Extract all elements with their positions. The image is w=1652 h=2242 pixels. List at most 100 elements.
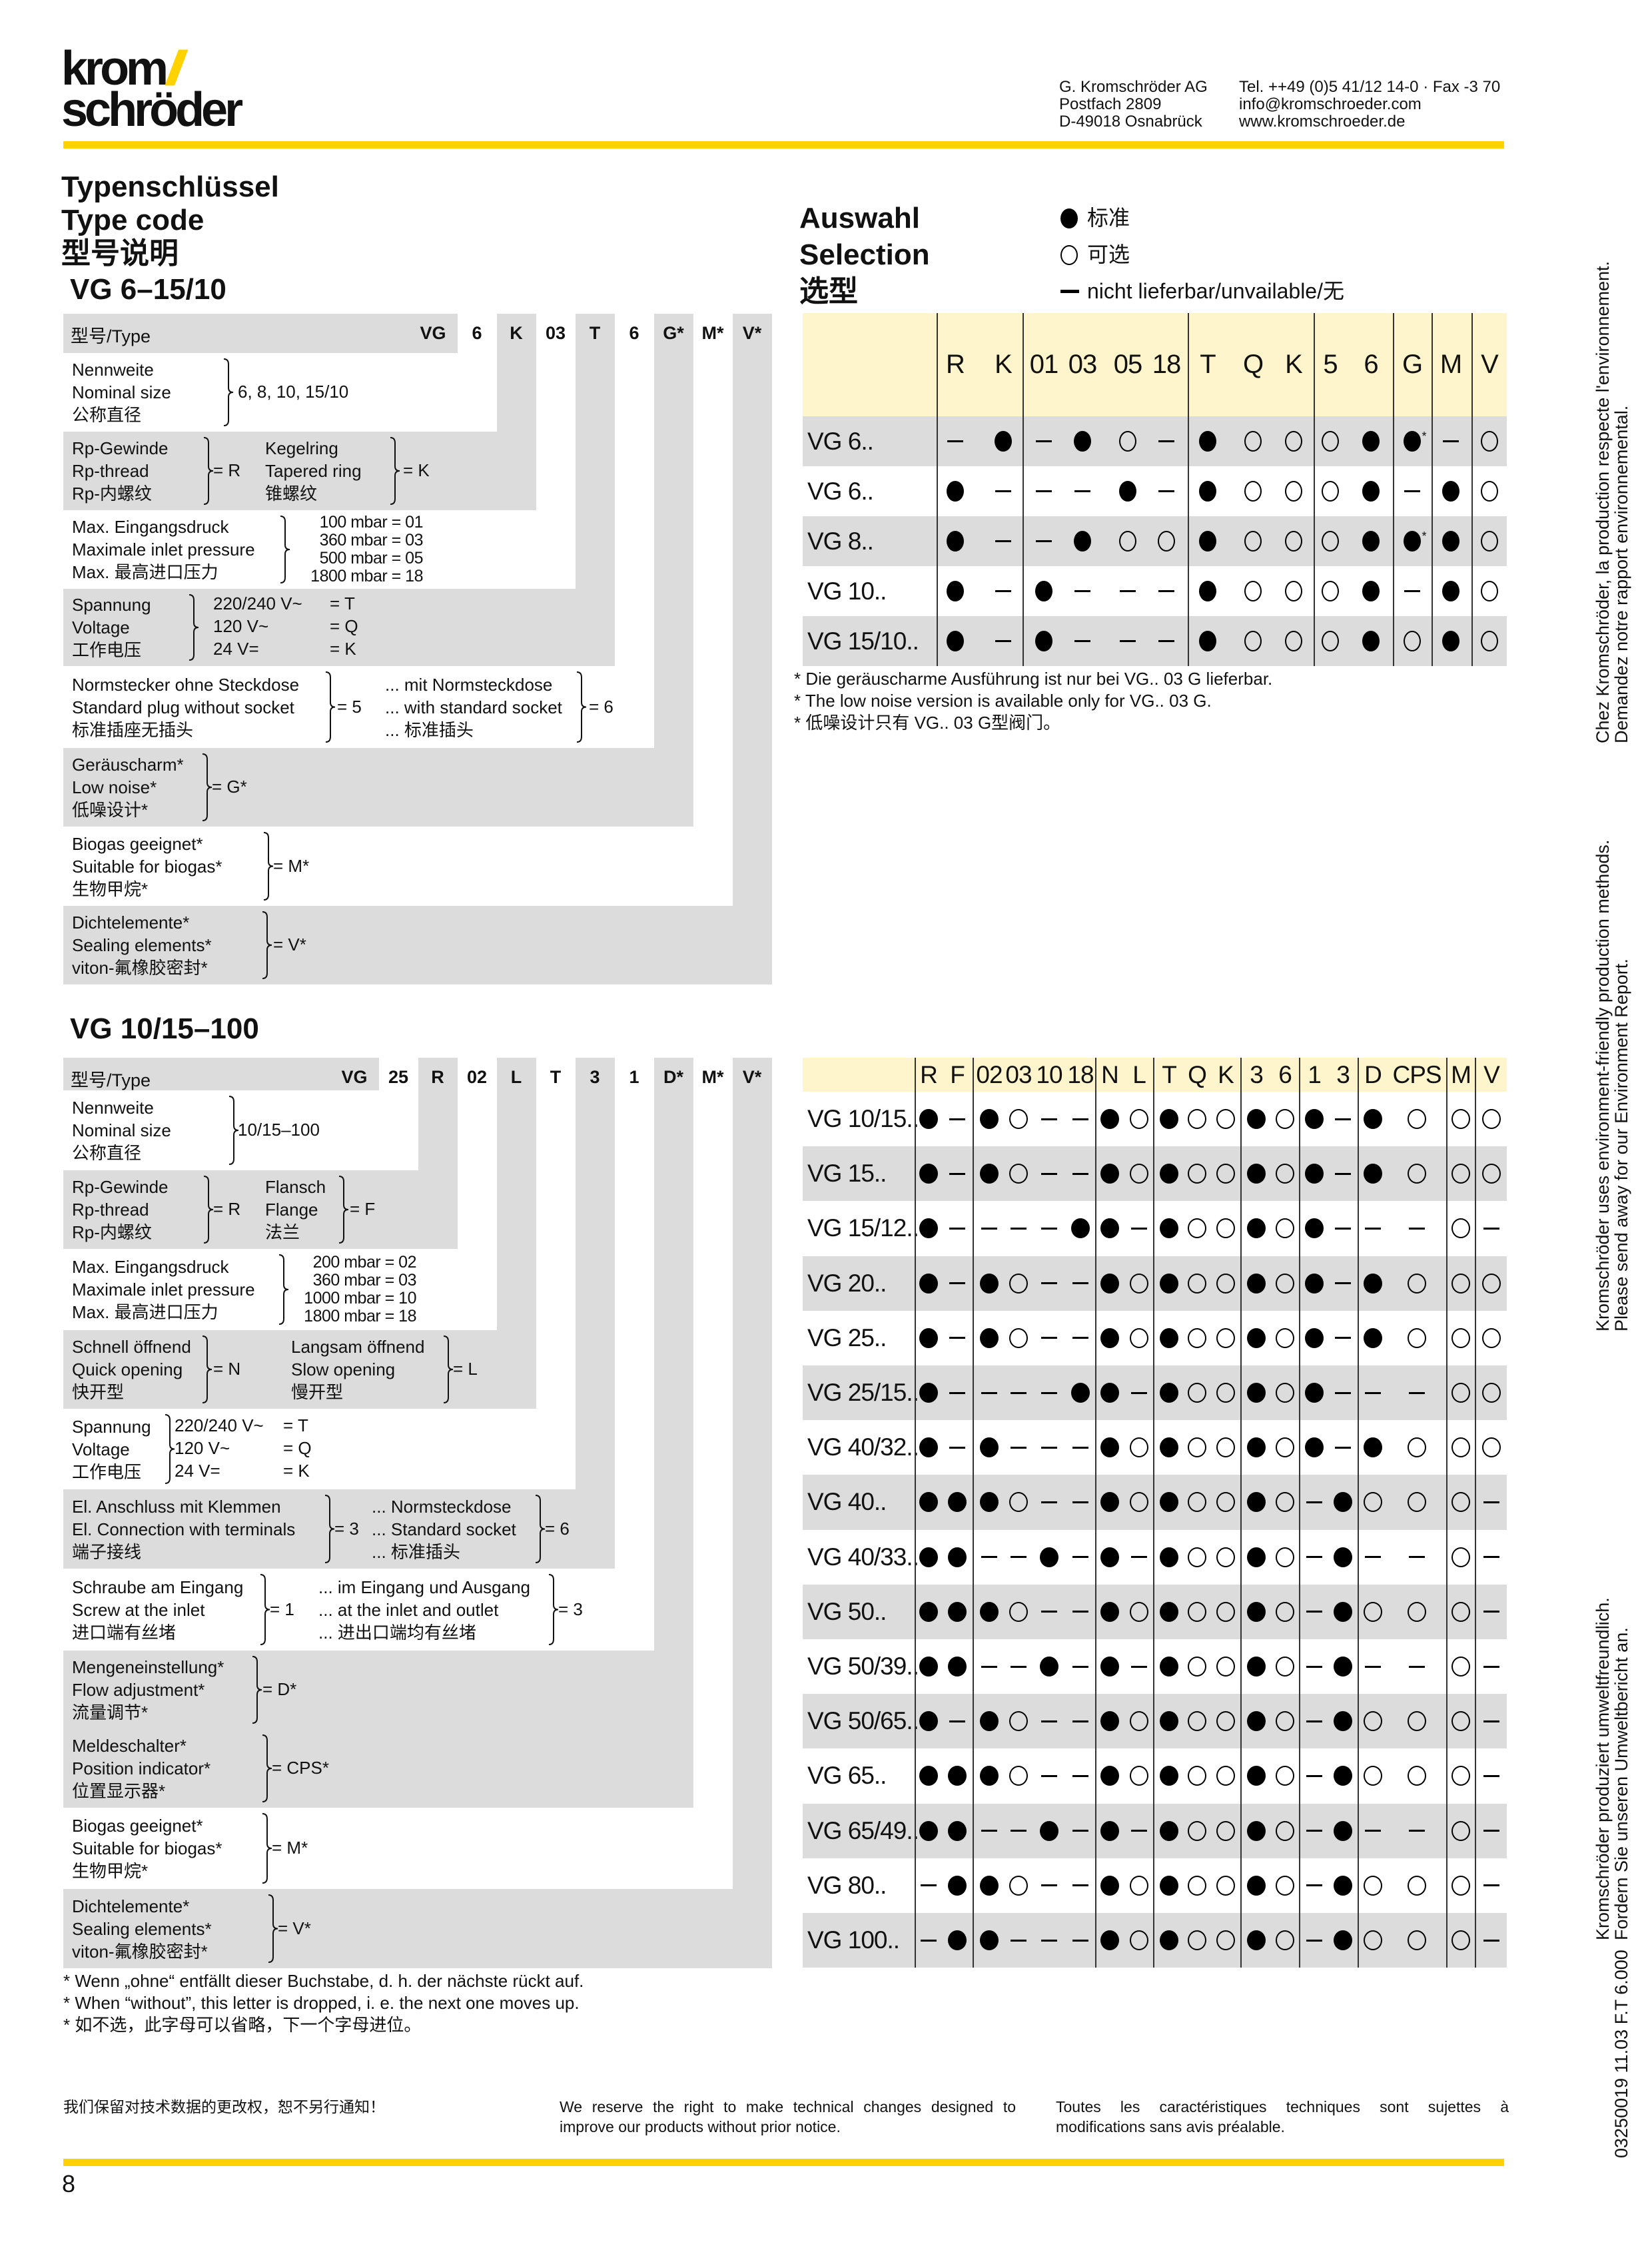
brace-icon [262,1734,272,1802]
availability-cell [976,1311,1003,1365]
availability-cell [1005,1475,1032,1529]
type-code-row: Biogas geeignet* Suitable for biogas* 生物甲烷… [63,1808,733,1889]
availability-cell [1184,1092,1210,1146]
voltage-value: 120 V~ [175,1437,230,1458]
filled-circle-icon [1247,1492,1266,1513]
dash-icon [1120,590,1136,592]
type-header-bar [63,314,458,353]
website-link[interactable]: www.kromschroeder.de [1239,113,1406,131]
availability-cell [1156,1146,1182,1201]
column-group-divider [1432,313,1433,666]
filled-circle-icon [980,1164,999,1184]
dash-icon [1306,1774,1322,1777]
availability-cell [1194,516,1221,566]
column-header: T [1200,350,1216,379]
title-zh: 型号说明 [61,237,179,270]
company-address: G. Kromschröder AG Postfach 2809 D-49018… [1059,79,1208,131]
pressure-option: 1800 mbar = 18 [304,1307,416,1325]
column-header: 6 [1278,1060,1292,1088]
open-circle-icon [1216,1711,1235,1732]
option-description: Nennweite Nominal size 公称直径 [72,1096,171,1164]
open-circle-icon [1244,431,1262,452]
description-line: Maximale inlet pressure [72,1280,255,1300]
availability-cell [1478,1365,1505,1420]
type-code-letter: 1 [629,1067,639,1087]
description-line: Rp-thread [72,461,149,481]
description-line: Nennweite [72,360,154,380]
availability-cell [1330,1092,1356,1146]
availability-cell [1126,1858,1152,1913]
open-circle-icon [1119,431,1136,452]
description-line: ... 标准插头 [372,1541,460,1562]
filled-circle-icon [980,1327,999,1348]
description-line: Nennweite [72,1098,154,1118]
availability-cell [1096,1585,1123,1639]
availability-cell [1360,1311,1386,1365]
open-circle-icon [1188,1492,1206,1513]
option-code-value: = N [213,1359,241,1379]
availability-cell [1126,1475,1152,1529]
filled-circle-icon [948,1492,967,1513]
doc-code-text: 03250019 11.03 F.T 6.000 [1611,1950,1631,2158]
dash-icon [949,1227,965,1230]
availability-cell [976,1639,1003,1694]
availability-cell [1360,1694,1386,1748]
open-circle-icon [1276,1875,1294,1896]
dash-icon [1072,1939,1088,1942]
availability-cell [1243,1585,1270,1639]
open-circle-icon [1009,1492,1028,1513]
open-circle-icon [1216,1273,1235,1294]
description-line: Max. Eingangsdruck [72,1257,229,1277]
side-note-de: Kromschröder produziert umweltfreundlich… [1593,1581,1631,1940]
open-circle-icon [1216,1766,1235,1786]
open-circle-icon [1285,531,1302,552]
column-header: 3 [1250,1060,1264,1088]
dash-icon [1072,1720,1088,1722]
dash-icon [1409,1830,1425,1832]
availability-cell [1358,466,1384,516]
dash-icon [981,1556,997,1559]
filled-circle-icon [1305,1109,1324,1130]
filled-circle-icon [1160,1930,1178,1951]
availability-cell [1360,1530,1386,1585]
availability-cell [1096,1420,1123,1475]
availability-cell [1156,1365,1182,1420]
availability-cell [1212,1146,1239,1201]
type-code-2-title: VG 10/15–100 [70,1012,259,1045]
availability-cell [1438,566,1464,616]
filled-circle-icon [1334,1657,1352,1677]
filled-circle-icon [1160,1875,1178,1896]
description-line: Max. 最高进口压力 [72,1302,218,1322]
availability-cell [944,1748,971,1803]
availability-cell [1212,1694,1239,1748]
selection-title-en: Selection [799,238,930,271]
type-code-row: Dichtelemente* Sealing elements* viton-氟橡胶… [63,1889,772,1968]
availability-cell [1212,1858,1239,1913]
availability-cell [915,1201,942,1256]
filled-circle-icon [1160,1327,1178,1348]
availability-cell [1096,1475,1123,1529]
availability-cell [1330,1858,1356,1913]
dash-icon [1158,440,1174,442]
dash-icon [1072,1556,1088,1559]
dash-icon [1011,1665,1027,1668]
dash-icon [921,1884,937,1887]
table-row: VG 65/49.. [803,1803,1507,1858]
email-link[interactable]: info@kromschroeder.com [1239,95,1422,113]
dash-icon [995,540,1011,542]
brace-icon [443,1335,454,1403]
availability-cell [976,1256,1003,1311]
availability-cell [1036,1748,1062,1803]
open-circle-icon [1276,1547,1294,1567]
dash-icon [995,590,1011,592]
description-line: Langsam öffnend [291,1337,425,1357]
filled-circle-icon [948,1875,967,1896]
dash-icon [1041,1446,1057,1449]
availability-cell [1036,1639,1062,1694]
description-line: 标准插座无插头 [72,719,194,740]
open-circle-icon [1130,1930,1148,1951]
availability-cell [1478,1092,1505,1146]
availability-cell [1184,1913,1210,1968]
address-line: G. Kromschröder AG [1059,78,1208,96]
brace-icon [325,671,336,743]
